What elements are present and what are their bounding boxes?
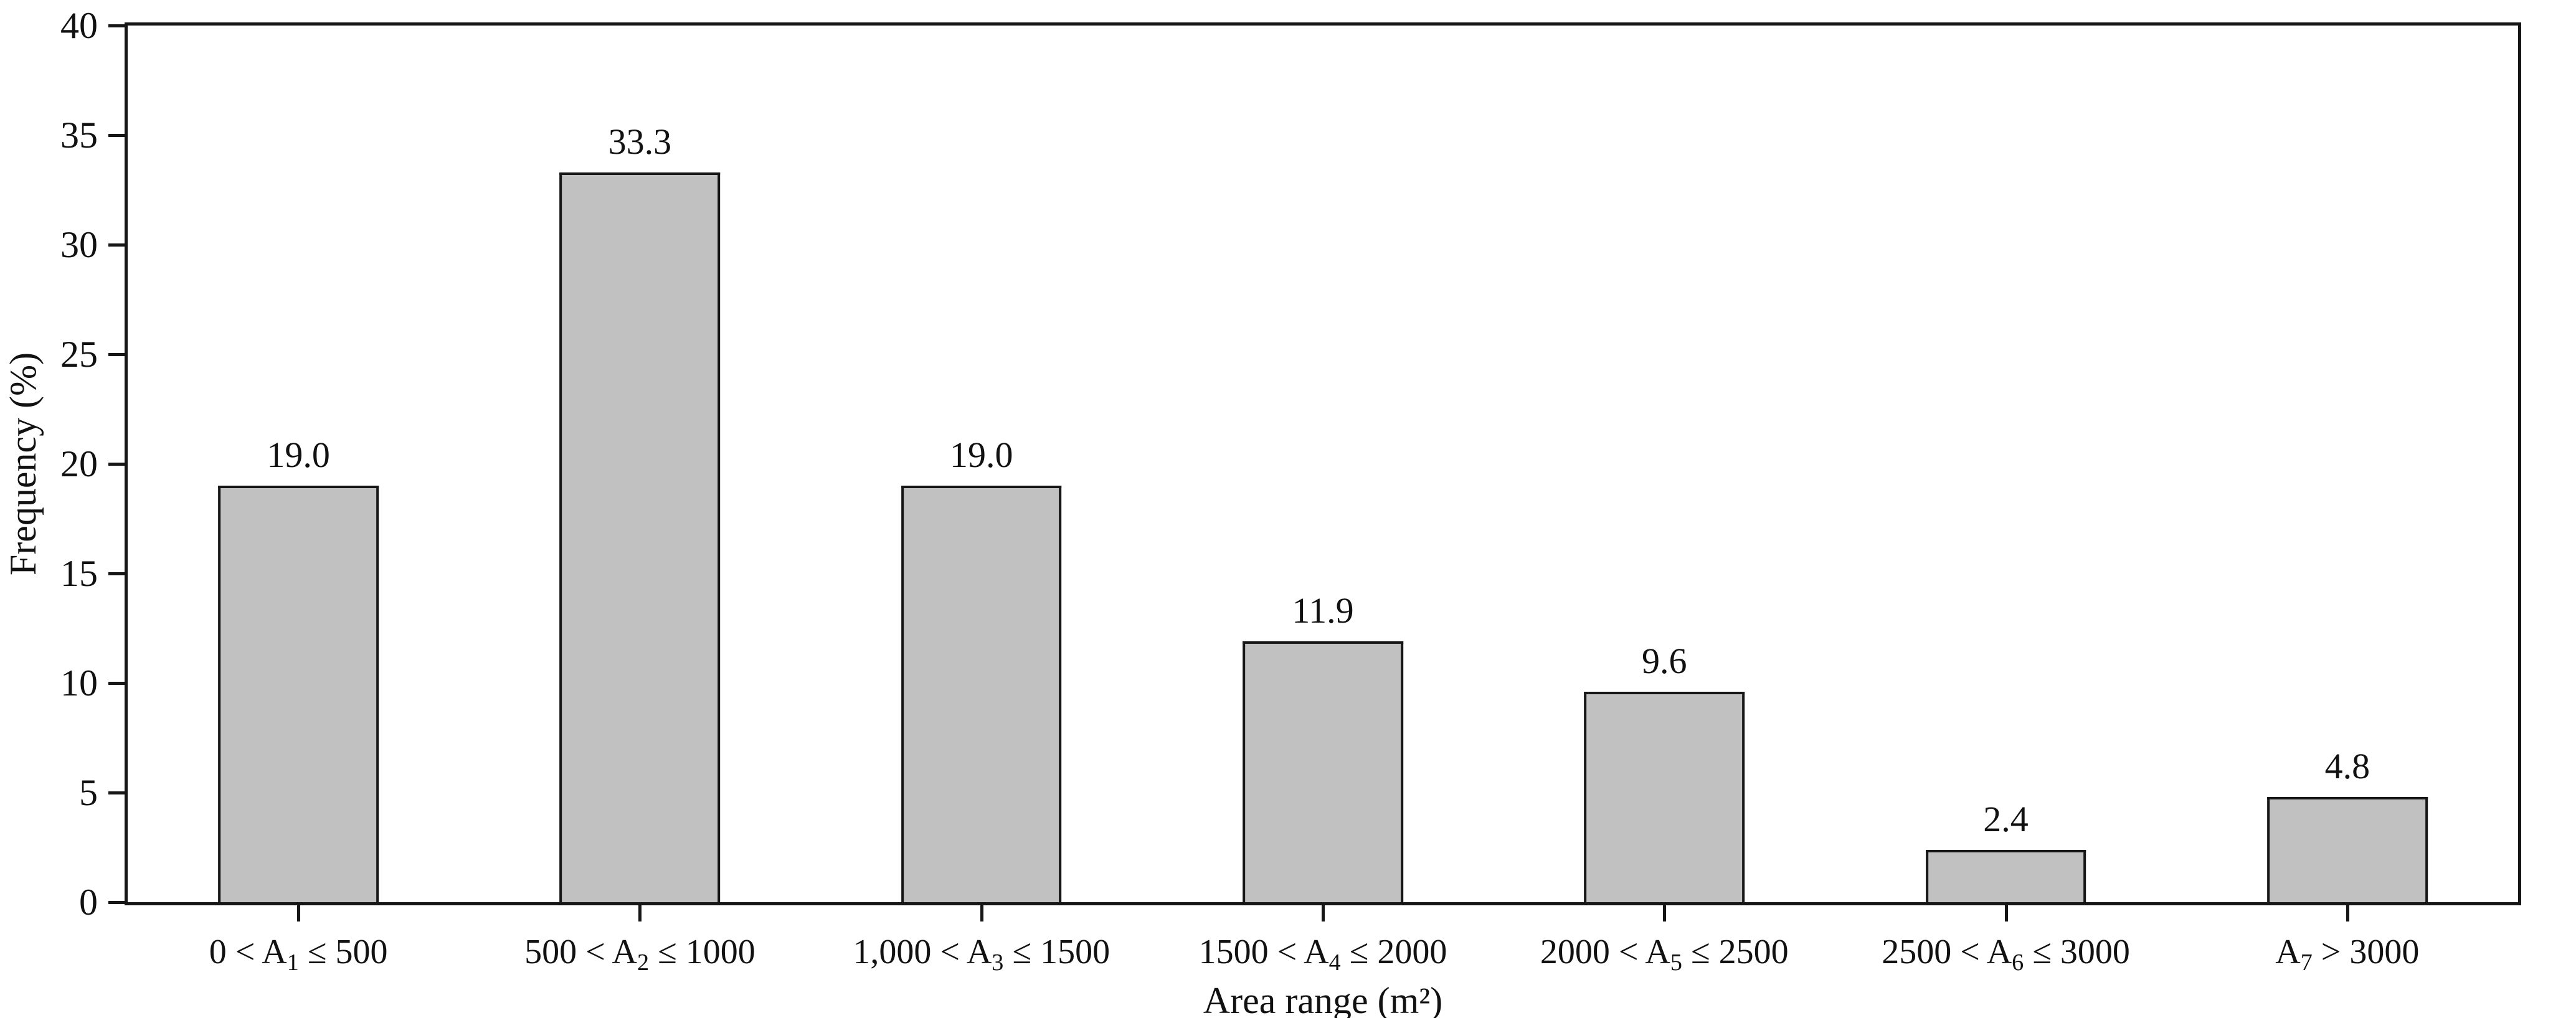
category-subscript: 1 [286,949,299,976]
bar-value-label: 11.9 [1292,590,1354,631]
y-tick-label: 10 [60,662,98,704]
y-tick-mark [108,463,125,466]
bar-slot: 19.0 [811,26,1152,902]
bars-container: 19.0 33.3 19.0 11.9 9.6 2.4 4.8 [128,26,2518,902]
y-tick-mark [108,682,125,685]
x-tick-label: 0 < A1 ≤ 500 [209,933,388,976]
bar-value-label: 2.4 [1983,798,2029,839]
category-subscript: 7 [2300,949,2313,976]
bar-slot: 4.8 [2177,26,2518,902]
bar-value-label: 9.6 [1642,641,1687,682]
x-tick-mark [980,905,983,921]
y-tick-label: 30 [60,224,98,265]
bar [2266,797,2428,902]
x-tick-label: 1,000 < A3 ≤ 1500 [853,933,1110,976]
bar [559,172,721,902]
bar-slot: 9.6 [1494,26,1835,902]
x-tick-label: 500 < A2 ≤ 1000 [524,933,755,976]
y-tick-mark [108,572,125,575]
y-tick-label: 5 [79,772,98,813]
bar-slot: 33.3 [469,26,810,902]
category-subscript: 4 [1328,949,1341,976]
y-tick-mark [108,24,125,27]
bar [1584,692,1745,902]
y-tick-mark [108,791,125,794]
category-subscript: 5 [1670,949,1682,976]
y-tick-label: 20 [60,443,98,484]
bar [1925,849,2086,902]
y-tick-label: 40 [60,5,98,46]
x-tick-mark [1322,905,1325,921]
x-tick-mark [638,905,642,921]
bar-value-label: 19.0 [949,435,1013,476]
bar [218,486,379,902]
x-tick-mark [2346,905,2349,921]
category-subscript: 3 [992,949,1004,976]
y-tick-label: 25 [60,334,98,375]
y-tick-label: 15 [60,553,98,594]
y-tick-label: 35 [60,115,98,156]
bar [1243,641,1403,902]
x-axis-title: Area range (m²) [1203,980,1443,1018]
x-tick-label: 1500 < A4 ≤ 2000 [1198,933,1447,976]
y-tick-mark [108,134,125,137]
y-axis-title: Frequency (%) [2,352,44,576]
category-subscript: 6 [2012,949,2024,976]
bar-slot: 11.9 [1152,26,1494,902]
x-tick-mark [2004,905,2008,921]
y-tick-mark [108,243,125,247]
category-subscript: 2 [637,949,650,976]
bar-value-label: 33.3 [608,121,672,162]
x-tick-mark [1663,905,1667,921]
y-tick-mark [108,353,125,356]
y-tick-mark [108,901,125,904]
x-tick-mark [297,905,301,921]
bar-slot: 2.4 [1835,26,2176,902]
x-tick-label: 2500 < A6 ≤ 3000 [1882,933,2130,976]
plot-area: Frequency (%) 19.0 33.3 19.0 11.9 9.6 2.4 4.8 … [2,7,2521,1018]
x-tick-label: A7 > 3000 [2275,933,2420,976]
bar-slot: 19.0 [128,26,469,902]
bar-value-label: 19.0 [267,435,330,476]
bar-value-label: 4.8 [2324,746,2370,787]
x-tick-label: 2000 < A5 ≤ 2500 [1540,933,1789,976]
bar [901,486,1062,902]
y-tick-label: 0 [79,882,98,923]
